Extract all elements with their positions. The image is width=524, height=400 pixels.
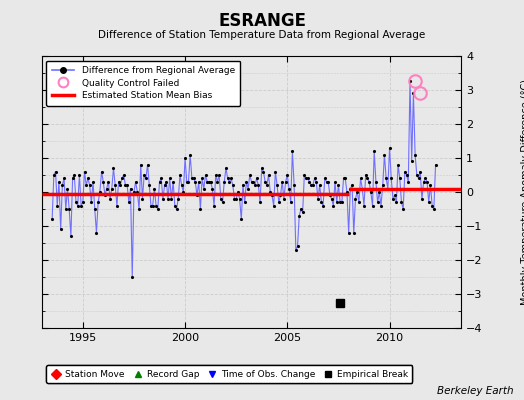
Y-axis label: Monthly Temperature Anomaly Difference (°C): Monthly Temperature Anomaly Difference (…: [521, 79, 524, 305]
Text: Berkeley Earth: Berkeley Earth: [437, 386, 514, 396]
Text: Difference of Station Temperature Data from Regional Average: Difference of Station Temperature Data f…: [99, 30, 425, 40]
Text: ESRANGE: ESRANGE: [218, 12, 306, 30]
Legend: Station Move, Record Gap, Time of Obs. Change, Empirical Break: Station Move, Record Gap, Time of Obs. C…: [47, 365, 412, 383]
